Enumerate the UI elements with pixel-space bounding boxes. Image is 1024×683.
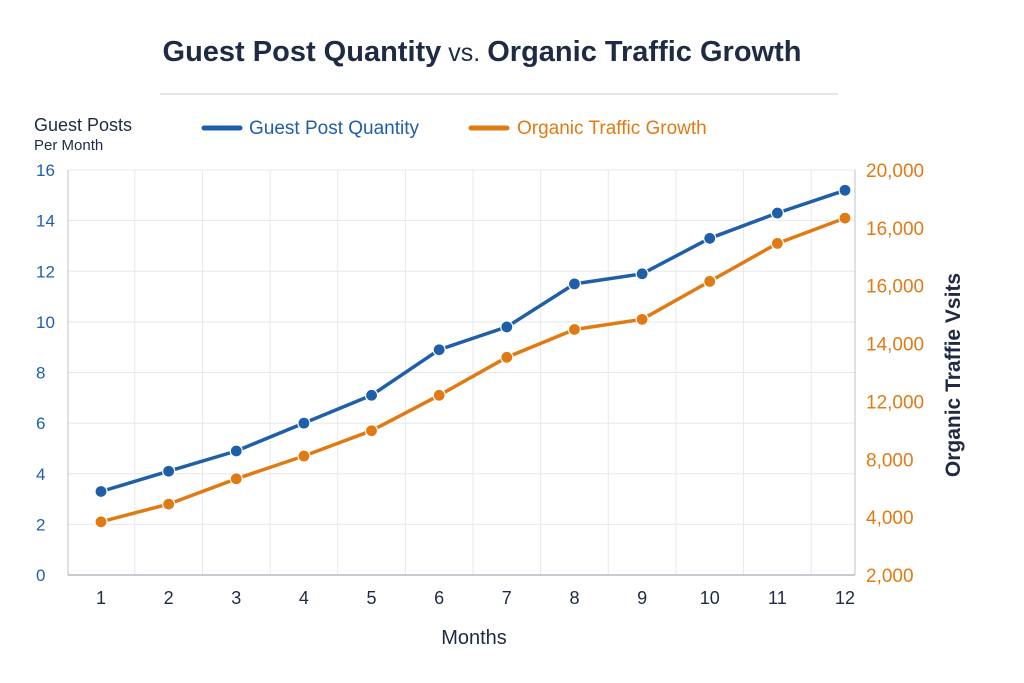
legend-label-organic-traffic: Organic Traffic Growth (517, 118, 707, 139)
y-left-tick-label: 2 (36, 515, 45, 534)
data-point-organic-traffic (770, 236, 784, 251)
data-point-organic-traffic (838, 211, 852, 225)
x-tick-label: 8 (569, 588, 579, 608)
data-point-guest-posts (567, 277, 582, 291)
data-point-organic-traffic (229, 472, 243, 486)
data-point-organic-traffic (567, 322, 582, 337)
y-left-tick-label: 6 (36, 414, 45, 433)
x-tick-label: 9 (637, 588, 647, 608)
y-right-tick-label: 20,000 (866, 161, 924, 182)
data-point-guest-posts (297, 416, 311, 430)
x-tick-label: 1 (96, 588, 106, 608)
title-vs: vs. (448, 39, 480, 67)
ticks: 02468101214162,0004,0008,00012,00014,000… (36, 161, 924, 608)
data-point-organic-traffic (162, 497, 176, 511)
x-tick-label: 6 (434, 588, 444, 608)
series-line-guest-posts (99, 188, 847, 494)
data-point-guest-posts (229, 444, 243, 458)
legend: Guest Post Quantity Organic Traffic Grow… (201, 118, 707, 139)
y-left-tick-label: 12 (36, 262, 55, 281)
title-part-1: Guest Post Quantity (163, 36, 442, 68)
x-tick-label: 2 (164, 588, 174, 608)
y-right-tick-label: 16,000 (866, 219, 924, 240)
x-axis-title: Months (441, 627, 507, 649)
x-tick-label: 7 (502, 588, 512, 608)
data-point-guest-posts (364, 388, 379, 402)
axes (67, 170, 856, 576)
y-left-tick-label: 16 (36, 161, 55, 180)
grid (68, 169, 855, 575)
data-point-guest-posts (770, 206, 784, 220)
data-point-guest-posts (838, 183, 852, 197)
y-left-tick-label: 4 (36, 465, 45, 484)
data-point-organic-traffic (635, 312, 649, 326)
y-left-tick-label: 14 (36, 212, 55, 231)
data-point-organic-traffic (94, 515, 108, 529)
y-left-tick-label: 0 (36, 566, 45, 585)
y-right-tick-label: 4,000 (866, 508, 914, 529)
data-point-guest-posts (162, 464, 176, 478)
title-part-2: Organic Traffic Growth (487, 36, 801, 68)
chart-title: Guest Post Quantity vs. Organic Traffic Gr… (163, 36, 802, 68)
data-point-organic-traffic (364, 424, 379, 438)
data-point-guest-posts (635, 267, 649, 281)
series-line-organic-traffic (99, 216, 847, 524)
data-point-organic-traffic (500, 350, 514, 364)
data-point-guest-posts (432, 343, 446, 357)
data-point-guest-posts (500, 320, 514, 334)
data-point-organic-traffic (432, 388, 446, 402)
data-point-guest-posts (703, 231, 717, 245)
x-tick-label: 3 (231, 588, 241, 608)
y-right-tick-label: 8,000 (866, 450, 914, 471)
x-tick-label: 5 (367, 588, 377, 608)
x-tick-label: 11 (768, 588, 787, 608)
y-axis-left-subtitle: Per Month (34, 137, 103, 154)
series (94, 183, 852, 529)
y-axis-right-title: Organic Traffie Vsits (942, 273, 965, 477)
y-right-tick-label: 12,000 (866, 392, 924, 413)
y-left-tick-label: 8 (36, 364, 45, 383)
y-right-tick-label: 14,000 (866, 335, 924, 356)
x-tick-label: 4 (299, 588, 309, 608)
y-axis-left-title: Guest Posts (34, 115, 132, 135)
x-tick-label: 10 (700, 588, 720, 608)
legend-label-guest-posts: Guest Post Quantity (249, 118, 420, 139)
y-right-tick-label: 2,000 (866, 566, 914, 587)
y-right-tick-label: 16,000 (866, 277, 924, 298)
data-point-guest-posts (94, 484, 108, 499)
data-point-organic-traffic (297, 449, 311, 463)
data-point-organic-traffic (703, 274, 717, 288)
x-tick-label: 12 (835, 588, 855, 608)
y-left-tick-label: 10 (36, 313, 55, 332)
